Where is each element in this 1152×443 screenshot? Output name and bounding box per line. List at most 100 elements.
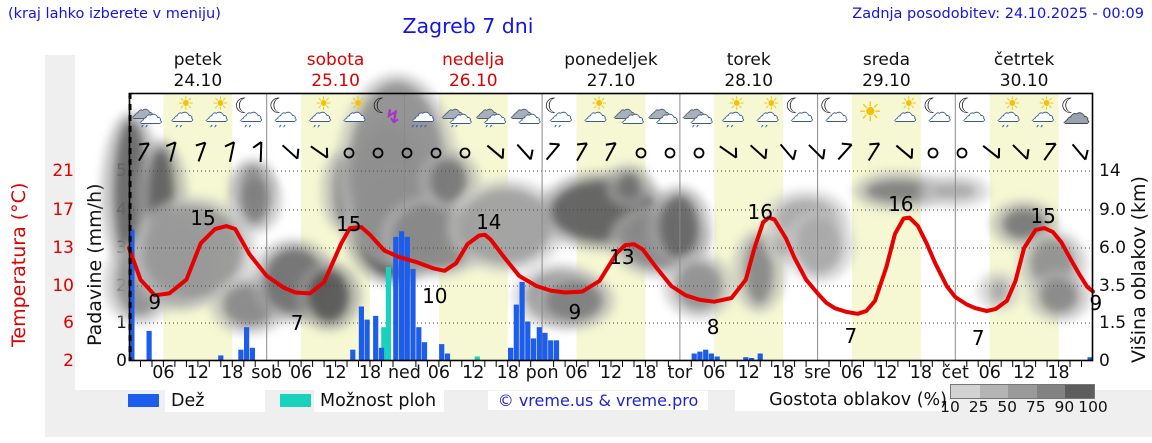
temp-tick-label: 6 [63, 313, 74, 333]
rain-bar [238, 349, 244, 361]
shower-bar [474, 356, 480, 361]
cloud-scale-segment [951, 385, 980, 398]
ic-cloud-glyph: ☁︎ [927, 101, 951, 127]
hour-label: 06 [427, 363, 450, 383]
ic-drops-glyph: ′′ [760, 123, 770, 137]
cloud-blob-core [431, 159, 467, 203]
cloud-scale-label: 90 [1054, 398, 1075, 416]
cloud-tick-label: 0 [1099, 351, 1110, 371]
rain-bar [421, 342, 428, 361]
menu-hint-text: (kraj lahko izberete v meniju) [8, 6, 221, 22]
cloud-scale-segment [1008, 385, 1037, 398]
temp-value-label: 16 [747, 200, 772, 224]
ic-cloud-glyph: ☁︎ [962, 101, 986, 127]
rain-bar [743, 357, 749, 361]
ic-cloud-glyph: ☁︎ [621, 103, 644, 129]
rain-bar [1087, 357, 1093, 361]
ic-moon-glyph: ☾︎ [785, 94, 804, 118]
rain-bar [378, 347, 385, 361]
cloud-blob-core [460, 188, 552, 264]
weather-icon-moon-cloud-drizzle: ☾︎ ☁︎ ′′ [268, 95, 302, 139]
day-header-sreda: sreda 29.10 [818, 50, 956, 92]
rain-bar [697, 351, 703, 361]
rain-legend-swatch [128, 394, 159, 407]
day-abbr-label: čet [941, 363, 969, 383]
wind-barb-icon [482, 139, 508, 165]
rain-bar [542, 332, 548, 361]
rain-bar [519, 282, 525, 361]
rain-bar [439, 344, 445, 361]
ic-drops-glyph: ′′ [209, 123, 219, 137]
ic-cloud-glyph: ☁︎ [139, 103, 162, 129]
wind-barb-icon [978, 139, 1004, 165]
ic-cloud-glyph: ☁︎ [689, 103, 713, 129]
temp-value-label: 10 [422, 284, 447, 308]
ic-sun-glyph: ☀︎ [728, 93, 746, 115]
weather-icon-sun-cloud: ☀︎ ☁︎ [578, 95, 612, 139]
ic-cloud-glyph: ☁︎ [681, 98, 705, 124]
cloud-blob-core [309, 270, 349, 322]
rain-bar [508, 347, 514, 361]
weather-icon-moon-cloud: ☾︎ ☁︎ [922, 95, 956, 139]
ic-sun-glyph: ☀︎ [900, 93, 918, 115]
rain-bar [244, 327, 250, 361]
meteogram-plot: 9 15 7 15 10 14 9 13 8 16 7 16 7 15 9 ☁︎ ☁︎ ′′ ☀︎ ☁︎ ′′ ☀︎ ☁︎ ′… [101, 73, 1102, 367]
wind-barb-icon [219, 139, 245, 165]
temp-tick-label: 2 [63, 351, 74, 371]
rain-bar [393, 236, 399, 361]
temp-value-label: 14 [476, 210, 501, 234]
precip-tick-label: 1 [116, 313, 127, 333]
wind-barb-icon [715, 139, 741, 165]
ic-cloud-glyph: ☁︎ [517, 103, 541, 129]
left-gray-strip [45, 55, 75, 437]
temp-value-label: 16 [888, 192, 913, 216]
day-date: 29.10 [862, 70, 911, 91]
ic-cloud-glyph: ☁︎ [647, 98, 671, 124]
ic-moon-glyph: ☾︎ [268, 94, 288, 118]
cloud-blob-core [241, 178, 269, 224]
day-name: četrtek [993, 50, 1055, 70]
rain-bar [218, 355, 224, 361]
cloud-tick-label: 9.0 [1099, 200, 1127, 220]
rain-bar [749, 358, 755, 361]
hour-label: 18 [634, 363, 657, 383]
cloud-density-scale [950, 384, 1095, 399]
weather-icon-sun-cloud: ☀︎ ☁︎ [887, 95, 921, 139]
day-abbr-label: sob [251, 363, 283, 383]
ic-cloud-glyph: ☁︎ [411, 101, 435, 127]
day-abbr-label: pon [525, 363, 559, 383]
weather-icon-sun-cloud-drizzle: ☀︎ ☁︎ ′′ [164, 95, 198, 139]
last-update-text: Zadnja posodobitev: 24.10.2025 - 00:09 [852, 6, 1144, 22]
day-name: ponedeljek [564, 50, 658, 70]
hour-label: 18 [496, 363, 519, 383]
day-abbr-label: ned [387, 363, 421, 383]
rain-bar [708, 353, 714, 361]
weather-icon-cloud2-drizzle: ☁︎ ☁︎ ′′ [474, 95, 508, 139]
rain-bar [691, 353, 697, 361]
ic-drops-glyph: ′′ [278, 123, 288, 137]
temp-value-label: 9 [148, 290, 161, 314]
ic-sun-glyph: ☀︎ [1003, 93, 1021, 115]
rain-bar [129, 229, 135, 361]
temp-axis-title: Temperatura (°C) [8, 182, 30, 348]
ic-cloud-glyph: ☁︎ [342, 101, 366, 127]
wind-barb-icon [248, 139, 274, 165]
weather-icon-sun-cloud-drizzle: ☀︎ ☁︎ ′′ [199, 95, 233, 139]
wind-calm-icon [920, 139, 946, 165]
ic-drops-glyph: ′′ [141, 123, 150, 137]
cloud-blob-core [618, 173, 640, 199]
weather-icon-cloud2: ☁︎ ☁︎ [612, 95, 646, 139]
weather-icon-cloud-rain: ☁︎ ′′′′ [405, 95, 439, 139]
ic-drops-glyph: ′′ [313, 123, 322, 137]
cloud-scale-label: 10 [940, 398, 960, 416]
temp-curve [127, 215, 1095, 316]
temp-value-label: 8 [707, 315, 720, 339]
wind-calm-icon [628, 139, 654, 165]
ic-sun-glyph: ☀︎ [349, 93, 367, 115]
ic-cloud-glyph: ☁︎ [549, 101, 573, 127]
copyright-link[interactable]: © vreme.us & vreme.pro [488, 391, 708, 410]
hour-label: 18 [909, 363, 932, 383]
day-date: 26.10 [448, 70, 498, 91]
ic-cloud-glyph: ☁︎ [204, 101, 228, 127]
weather-icon-cloud2-drizzle: ☁︎ ☁︎ ′′ [440, 95, 474, 139]
